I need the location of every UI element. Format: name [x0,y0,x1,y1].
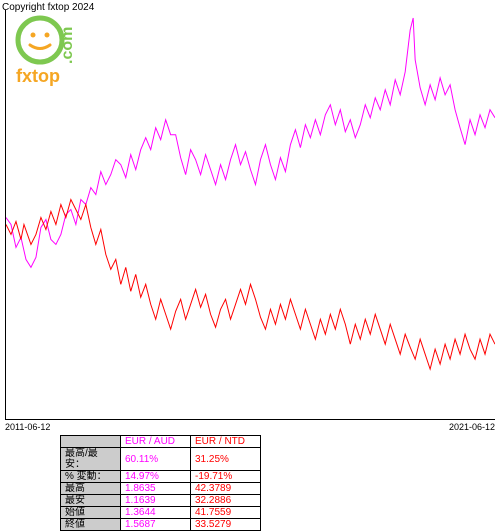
x-start-label: 2011-06-12 [5,422,50,432]
series-line [6,200,495,370]
row-value-2: 33.5279 [191,519,261,531]
row-value-1: 60.11% [121,448,191,471]
row-label: 最高 [61,483,121,495]
row-value-1: 1.8635 [121,483,191,495]
row-value-1: 14.97% [121,471,191,483]
row-label: % 変動： [61,471,121,483]
table-row: % 変動：14.97%-19.71% [61,471,261,483]
row-value-2: -19.71% [191,471,261,483]
table-row: 始値1.364441.7559 [61,507,261,519]
header-series2: EUR / NTD [191,436,261,448]
stats-table: EUR / AUD EUR / NTD 最高/最安：60.11%31.25%% … [60,435,261,531]
row-label: 最安 [61,495,121,507]
row-label: 終値 [61,519,121,531]
line-chart [6,10,495,419]
row-value-1: 1.1639 [121,495,191,507]
x-end-label: 2021-06-12 [449,422,495,432]
row-label: 始値 [61,507,121,519]
row-value-2: 31.25% [191,448,261,471]
row-value-2: 41.7559 [191,507,261,519]
row-value-2: 32.2886 [191,495,261,507]
table-row: 最高/最安：60.11%31.25% [61,448,261,471]
row-label: 最高/最安： [61,448,121,471]
table-row: 最高1.863542.3789 [61,483,261,495]
header-series1: EUR / AUD [121,436,191,448]
table-row: 最安1.163932.2886 [61,495,261,507]
header-blank [61,436,121,448]
row-value-1: 1.5687 [121,519,191,531]
table-header-row: EUR / AUD EUR / NTD [61,436,261,448]
table-row: 終値1.568733.5279 [61,519,261,531]
row-value-2: 42.3789 [191,483,261,495]
series-line [6,18,495,267]
chart-area [5,10,495,420]
row-value-1: 1.3644 [121,507,191,519]
